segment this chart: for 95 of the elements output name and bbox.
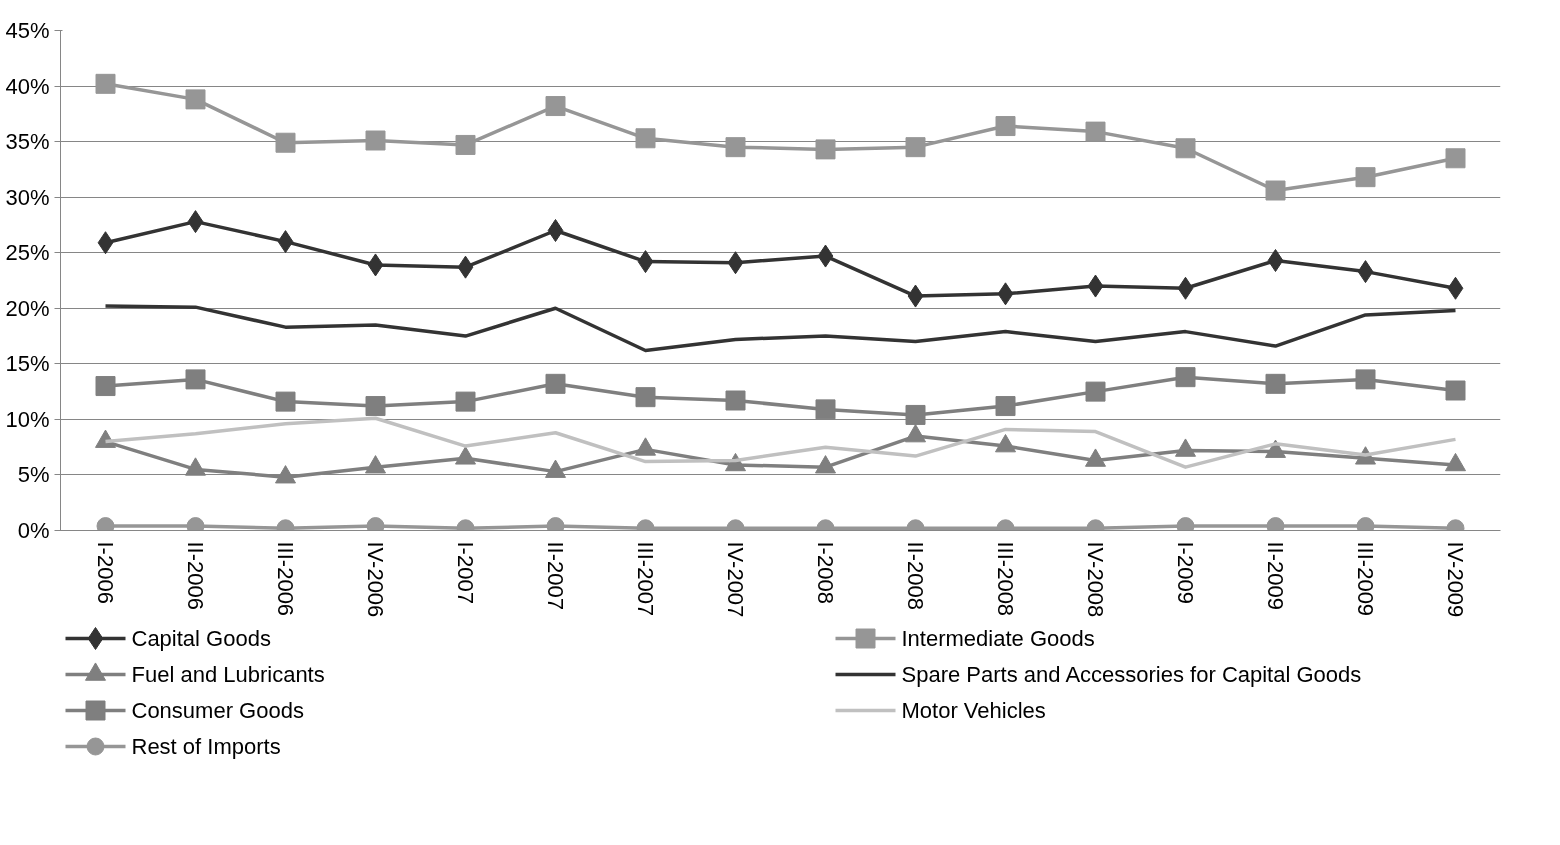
x-tick-label: II-2009 [1263,541,1288,610]
point [545,459,566,478]
x-tick-label: III-2007 [633,541,658,617]
legend-label: Intermediate Goods [901,626,1095,651]
x-tick-label: IV-2008 [1083,541,1108,618]
y-tick-label: 45% [5,18,50,43]
point [545,373,566,394]
point [1355,369,1376,390]
point [1177,276,1194,300]
point [905,404,926,425]
point [995,434,1016,453]
point [1085,381,1106,402]
point [635,387,656,408]
y-tick-label: 40% [5,73,50,99]
legend-label: Consumer Goods [131,698,304,723]
point [995,396,1016,417]
y-tick-label: 5% [17,462,50,488]
x-tick-label: I-2007 [453,541,478,604]
point [725,137,746,158]
x-tick-label: II-2006 [183,541,208,610]
point [455,446,476,465]
point [1175,367,1196,388]
y-tick-label: 30% [5,184,50,210]
x-tick-label: II-2008 [903,541,928,610]
point [817,244,834,268]
x-tick-label: III-2009 [1353,541,1378,617]
point [367,253,384,277]
point [185,89,206,110]
legend-label: Capital Goods [131,626,271,651]
point [905,137,926,158]
y-tick-label: 35% [5,129,50,155]
point [1445,452,1466,472]
point [905,424,926,443]
y-tick-label: 15% [5,351,50,377]
x-tick-label: I-2006 [93,541,118,604]
point [97,231,114,255]
x-tick-label: II-2007 [543,541,568,610]
y-tick-label: 25% [5,240,50,266]
y-tick-label: 10% [5,406,50,432]
point [187,210,204,234]
point [545,96,566,117]
x-tick-label: I-2008 [813,541,838,604]
point [185,369,206,390]
point [1445,380,1466,401]
point [1355,167,1376,188]
point [1357,260,1374,284]
point [365,130,386,151]
point [455,391,476,412]
point [637,250,654,274]
point [635,128,656,149]
x-tick-label: III-2006 [273,541,298,617]
legend-label: Fuel and Lubricants [131,662,325,687]
point [455,134,476,155]
point [1175,138,1196,159]
point [997,282,1014,306]
point [815,399,836,420]
point [815,455,836,474]
point [275,465,296,484]
point [457,255,474,279]
point [1265,373,1286,394]
point [1265,180,1286,201]
point [725,390,746,411]
point [95,376,116,397]
point [547,219,564,242]
point [1265,439,1286,458]
y-tick-label: 0% [17,518,50,543]
point [275,132,296,153]
point [1175,438,1196,457]
legend-label: Spare Parts and Accessories for Capital Goods [901,662,1362,687]
point [995,116,1016,137]
point [1447,276,1464,300]
x-tick-label: IV-2006 [363,541,388,618]
line-series [103,304,1458,353]
legend-label: Rest of Imports [131,734,281,759]
legend-label: Motor Vehicles [901,698,1046,723]
point [1267,249,1284,272]
x-tick-label: I-2009 [1173,541,1198,604]
y-tick-label: 20% [5,295,50,321]
point [815,139,836,160]
point [275,391,296,412]
point [1445,148,1466,169]
point [95,73,116,94]
x-tick-label: III-2008 [993,541,1018,617]
x-tick-label: IV-2009 [1443,541,1468,618]
point [727,251,744,275]
point [1085,448,1106,467]
point [907,284,924,308]
point [635,437,656,456]
point [365,455,386,474]
point [185,457,206,476]
point [277,230,294,254]
point [1087,274,1104,298]
x-tick-label: IV-2007 [723,541,748,618]
point [365,396,386,417]
point [1085,121,1106,142]
